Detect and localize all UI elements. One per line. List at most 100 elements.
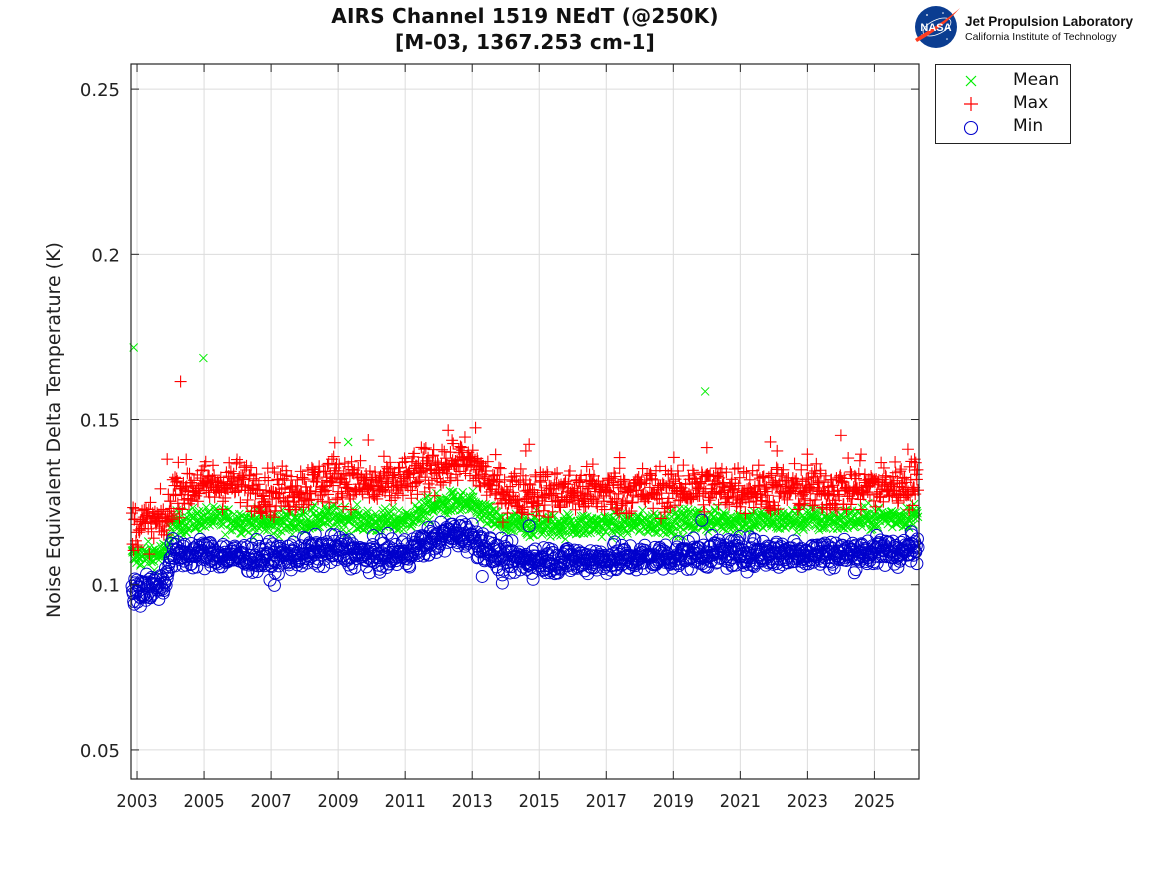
min-point [616,543,630,557]
mean-point [414,497,424,507]
max-point [667,451,680,464]
max-point [296,471,309,484]
mean-outlier-point [343,437,353,447]
chart-title-line-1: AIRS Channel 1519 NEdT (@250K) [331,4,719,28]
min-point [235,541,249,555]
max-point [376,484,389,497]
max-point [655,512,668,525]
max-point [341,481,354,494]
mean-point [352,524,361,533]
max-point [911,463,924,476]
max-point [484,485,497,498]
max-point [164,495,177,508]
max-point [423,481,436,494]
max-point [144,496,157,509]
max-point [767,496,780,509]
mean-point [425,515,435,525]
max-point [208,469,221,482]
max-outlier-point [519,444,532,457]
legend-item-max: Max [936,93,1070,116]
mean-point [400,519,409,528]
max-point [610,501,623,514]
min-point [160,571,174,585]
max-point [410,476,423,489]
max-point [332,464,345,477]
x-tick-label: 2009 [318,791,359,812]
mean-point [857,503,866,513]
max-point [285,470,298,483]
max-point [609,470,622,483]
max-point [694,477,707,490]
mean-point [757,510,766,520]
max-outlier-point [328,436,341,449]
max-point [158,524,171,537]
max-point [701,468,714,481]
max-point [790,473,803,486]
axis-ticks [131,64,919,779]
min-outlier-point [267,578,281,592]
max-point [657,478,670,491]
min-point [438,544,452,558]
legend: Mean Max Min [935,64,1071,144]
max-point [877,495,890,508]
max-point [712,498,725,511]
max-outlier-point [764,435,777,448]
min-point [362,566,376,580]
mean-point [359,524,369,534]
mean-point [673,532,683,541]
mean-point [208,519,218,529]
mean-point [194,506,204,516]
max-point [396,489,409,502]
max-outlier-point [771,444,784,457]
max-point [551,466,564,479]
min-point [687,540,701,554]
max-point [147,532,160,545]
max-point [393,461,406,474]
max-point [885,478,898,491]
max-point [672,470,685,483]
max-point [805,478,818,491]
max-point [417,462,430,475]
max-point [170,472,183,485]
max-point [879,469,892,482]
max-point [869,500,882,513]
mean-point [538,528,548,538]
min-point [245,537,259,551]
max-point [458,431,471,444]
legend-label-max: Max [1013,93,1049,113]
max-point [406,450,419,463]
min-point [799,557,813,571]
max-point [729,491,742,504]
max-point [906,499,919,512]
data-markers [125,343,925,613]
max-point [757,470,770,483]
max-point [576,480,589,493]
x-tick-labels: 2003 2005 2007 2009 2011 2013 2015 2017 2019 2021… [116,791,895,812]
max-point [405,492,418,505]
max-point [319,465,332,478]
max-point [199,455,212,468]
max-point [619,497,632,510]
max-point [337,500,350,513]
min-point [505,534,519,548]
max-point [581,488,594,501]
max-point [329,493,342,506]
max-point [556,480,569,493]
max-point [849,472,862,485]
mean-point [913,512,923,522]
max-point [212,476,225,489]
max-point [269,504,282,517]
min-point [317,560,331,574]
max-point [625,496,638,509]
max-point [558,477,571,490]
min-point [190,560,204,574]
max-point [808,464,821,477]
max-point [419,471,432,484]
x-tick-label: 2021 [720,791,761,812]
max-point [522,508,535,521]
max-point [363,465,376,478]
max-point [280,464,293,477]
max-point [188,474,201,487]
max-point [154,482,167,495]
max-point [267,485,280,498]
